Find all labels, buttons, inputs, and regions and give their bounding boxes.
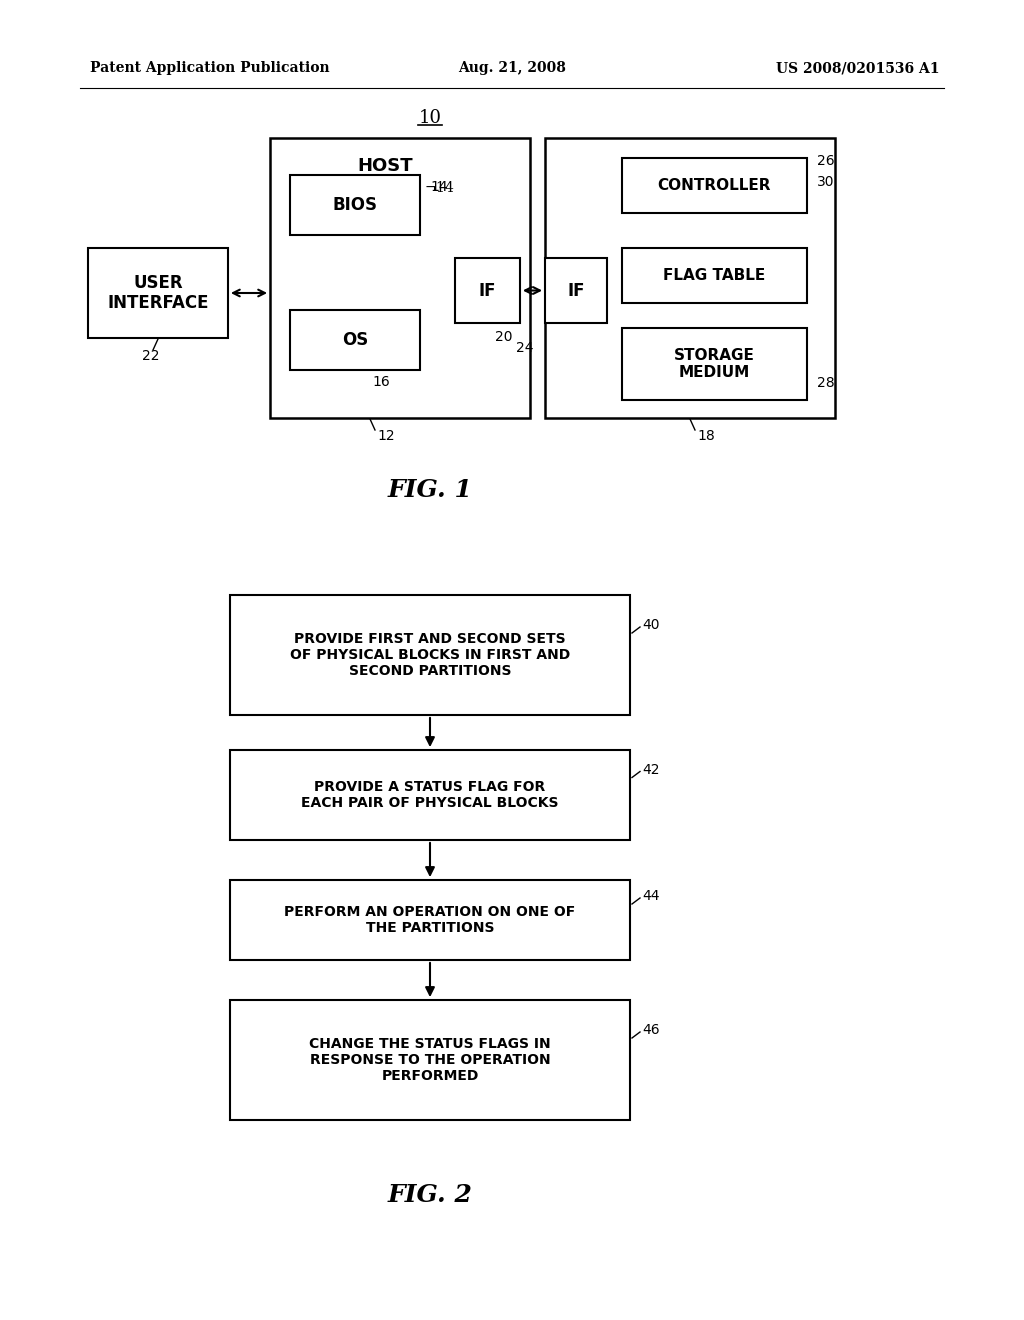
Text: 26: 26 [817, 154, 835, 168]
Bar [622, 158, 807, 213]
Text: 46: 46 [642, 1023, 659, 1038]
Bar [230, 880, 630, 960]
Bar [270, 139, 530, 418]
Text: PERFORM AN OPERATION ON ONE OF
THE PARTITIONS: PERFORM AN OPERATION ON ONE OF THE PARTI… [285, 906, 575, 935]
Text: HOST: HOST [357, 157, 413, 176]
Bar [622, 248, 807, 304]
Text: 10: 10 [419, 110, 441, 127]
Bar [230, 595, 630, 715]
Bar [88, 248, 228, 338]
Text: 14: 14 [430, 180, 447, 194]
Bar [545, 139, 835, 418]
Text: BIOS: BIOS [333, 195, 378, 214]
Text: CHANGE THE STATUS FLAGS IN
RESPONSE TO THE OPERATION
PERFORMED: CHANGE THE STATUS FLAGS IN RESPONSE TO T… [309, 1036, 551, 1084]
Text: PROVIDE A STATUS FLAG FOR
EACH PAIR OF PHYSICAL BLOCKS: PROVIDE A STATUS FLAG FOR EACH PAIR OF P… [301, 780, 559, 810]
Text: $\neg$14: $\neg$14 [424, 180, 455, 194]
Text: FIG. 2: FIG. 2 [387, 1183, 472, 1206]
Bar [455, 257, 520, 323]
Text: IF: IF [567, 281, 585, 300]
Bar [545, 257, 607, 323]
Bar [290, 310, 420, 370]
Text: IF: IF [479, 281, 497, 300]
Text: STORAGE
MEDIUM: STORAGE MEDIUM [674, 347, 755, 380]
Text: 20: 20 [495, 330, 512, 345]
Bar [230, 750, 630, 840]
Text: PROVIDE FIRST AND SECOND SETS
OF PHYSICAL BLOCKS IN FIRST AND
SECOND PARTITIONS: PROVIDE FIRST AND SECOND SETS OF PHYSICA… [290, 632, 570, 678]
Text: FIG. 1: FIG. 1 [387, 478, 472, 502]
Text: Patent Application Publication: Patent Application Publication [90, 61, 330, 75]
Text: OS: OS [342, 331, 368, 348]
Text: FLAG TABLE: FLAG TABLE [664, 268, 766, 282]
Text: 24: 24 [516, 341, 534, 355]
Text: US 2008/0201536 A1: US 2008/0201536 A1 [776, 61, 940, 75]
Text: 30: 30 [817, 176, 835, 189]
Text: CONTROLLER: CONTROLLER [657, 178, 771, 193]
Text: 12: 12 [377, 429, 394, 444]
Text: Aug. 21, 2008: Aug. 21, 2008 [458, 61, 566, 75]
Text: 28: 28 [817, 376, 835, 389]
Text: 16: 16 [372, 375, 390, 389]
Text: 40: 40 [642, 618, 659, 632]
Text: 42: 42 [642, 763, 659, 776]
Text: USER
INTERFACE: USER INTERFACE [108, 273, 209, 313]
Text: 44: 44 [642, 888, 659, 903]
Bar [290, 176, 420, 235]
Bar [230, 1001, 630, 1119]
Text: 22: 22 [142, 348, 160, 363]
Text: 18: 18 [697, 429, 715, 444]
Bar [622, 327, 807, 400]
